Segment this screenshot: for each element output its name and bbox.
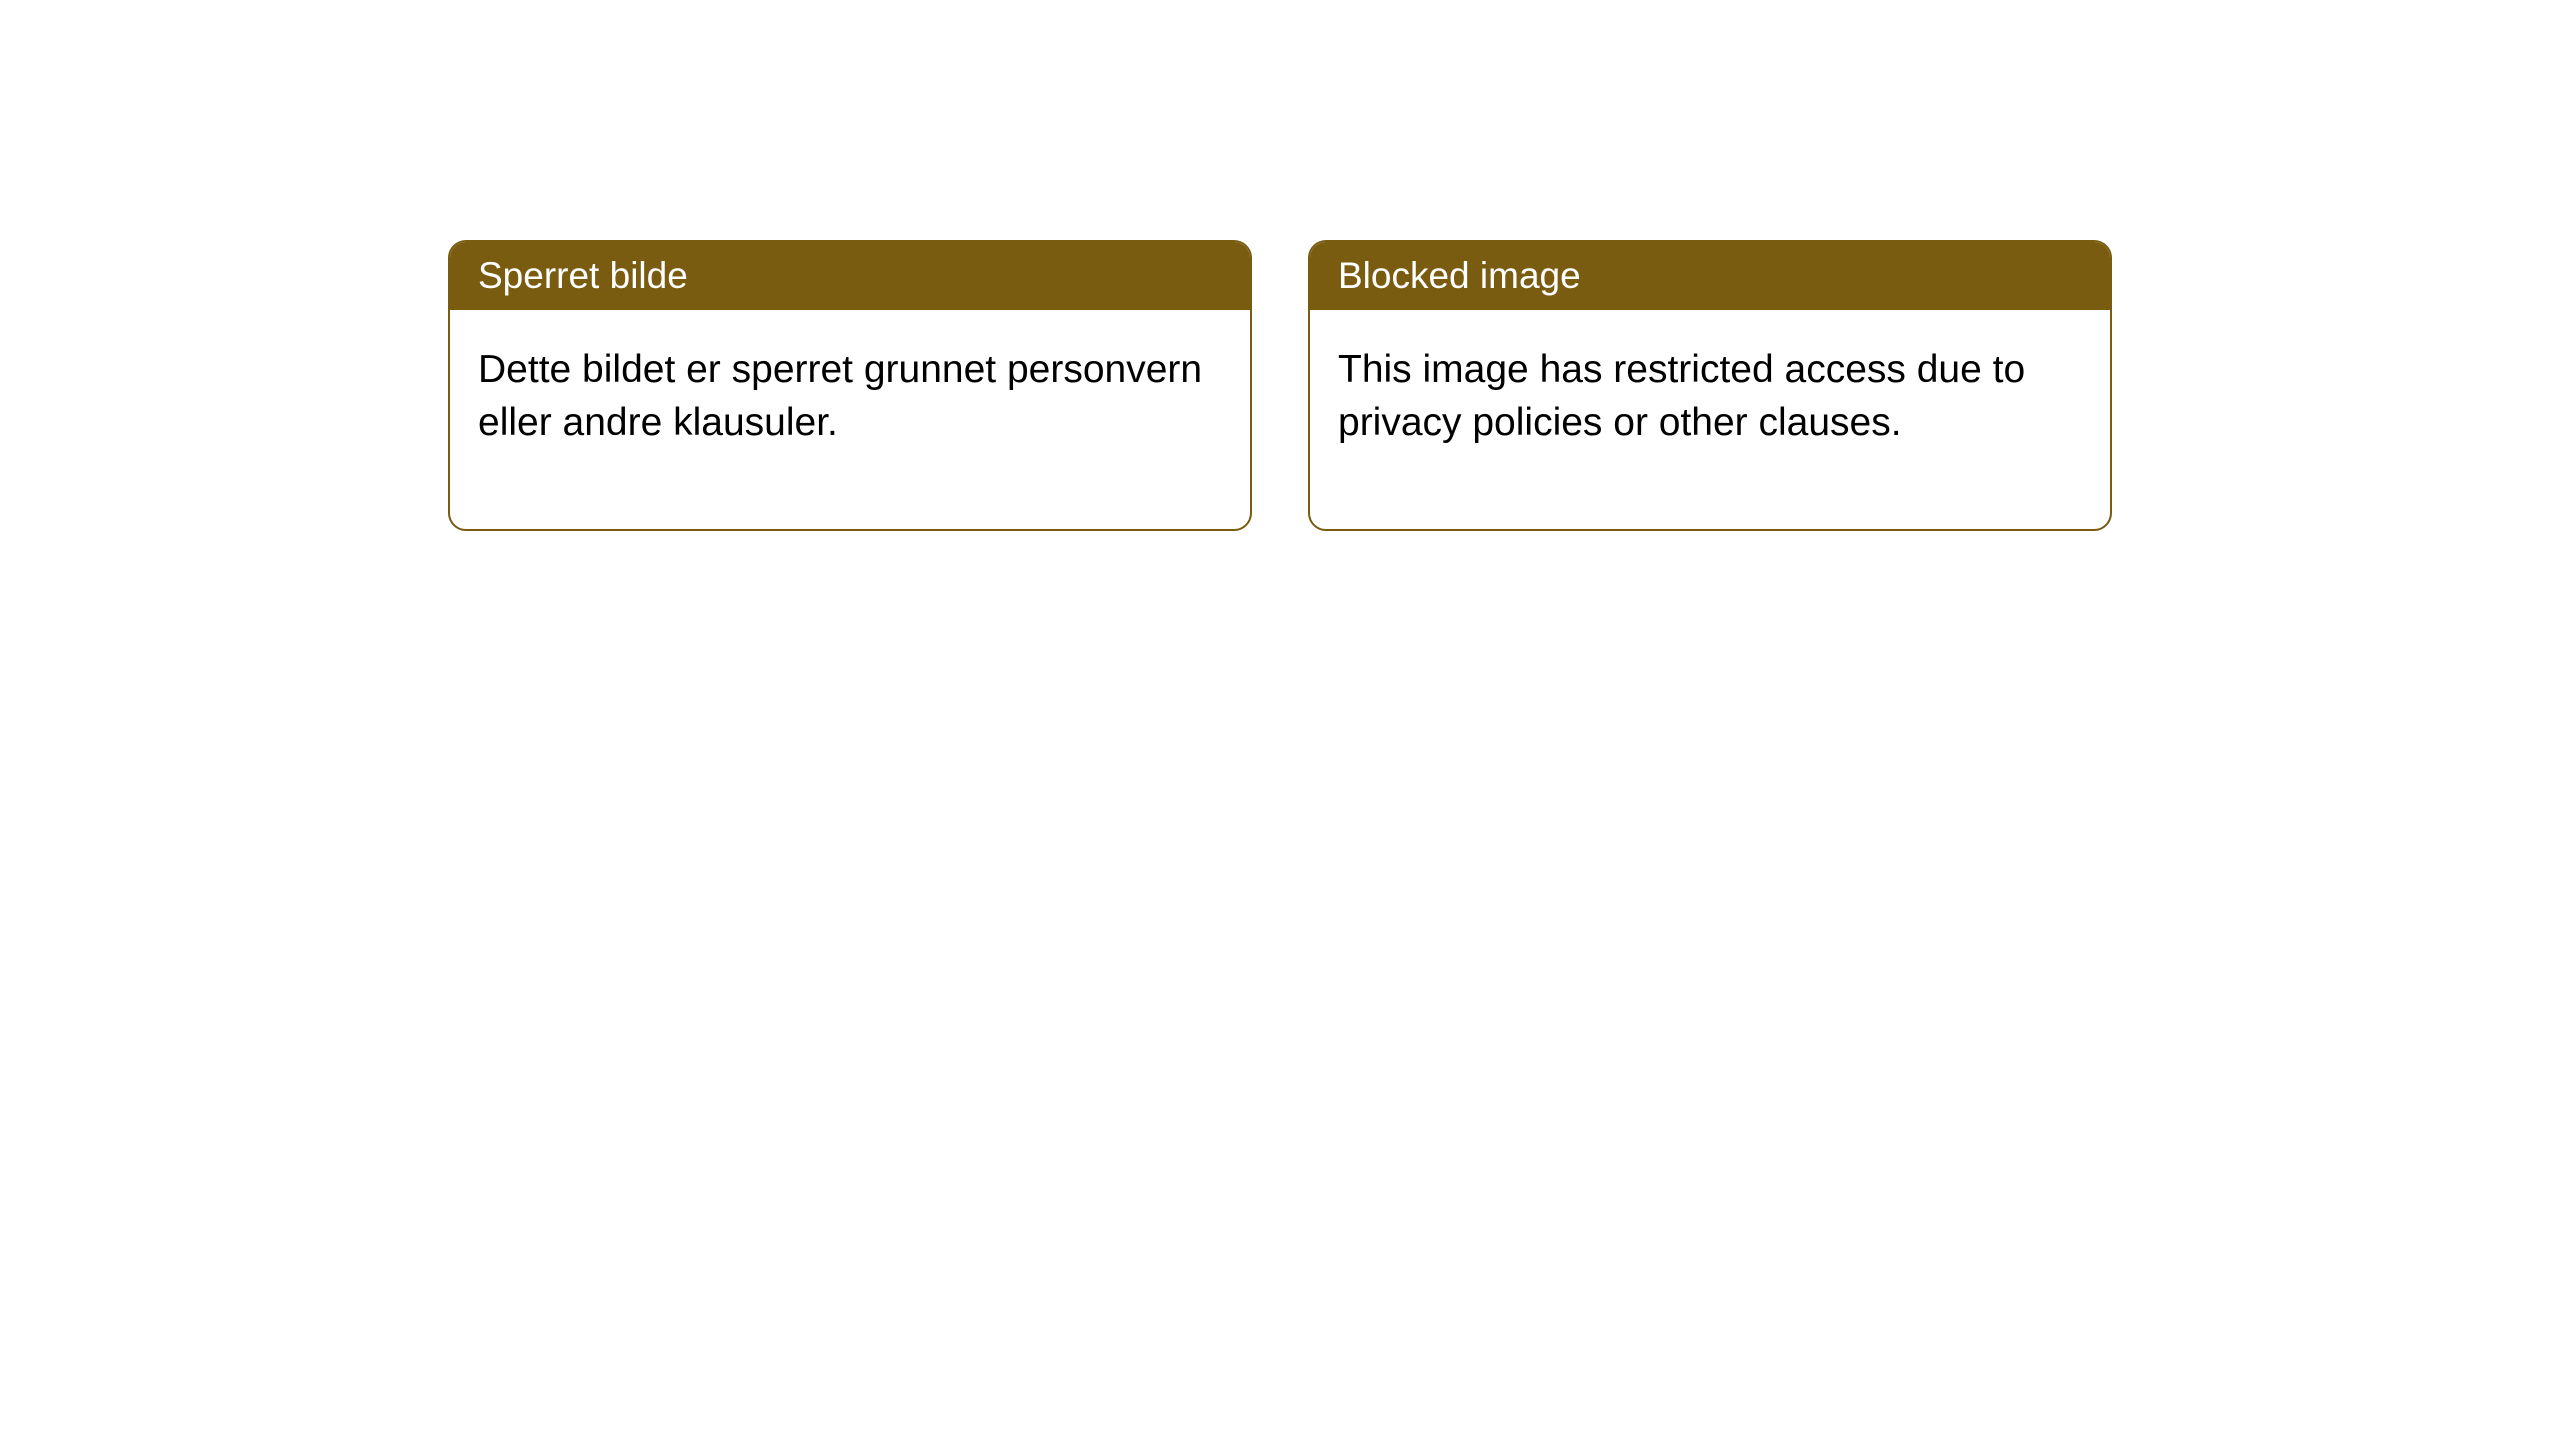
notice-card-header: Blocked image [1310,242,2110,310]
notice-card-body: Dette bildet er sperret grunnet personve… [450,310,1250,529]
notice-cards-container: Sperret bilde Dette bildet er sperret gr… [0,0,2560,531]
notice-card-norwegian: Sperret bilde Dette bildet er sperret gr… [448,240,1252,531]
notice-card-body: This image has restricted access due to … [1310,310,2110,529]
notice-card-header: Sperret bilde [450,242,1250,310]
notice-card-english: Blocked image This image has restricted … [1308,240,2112,531]
